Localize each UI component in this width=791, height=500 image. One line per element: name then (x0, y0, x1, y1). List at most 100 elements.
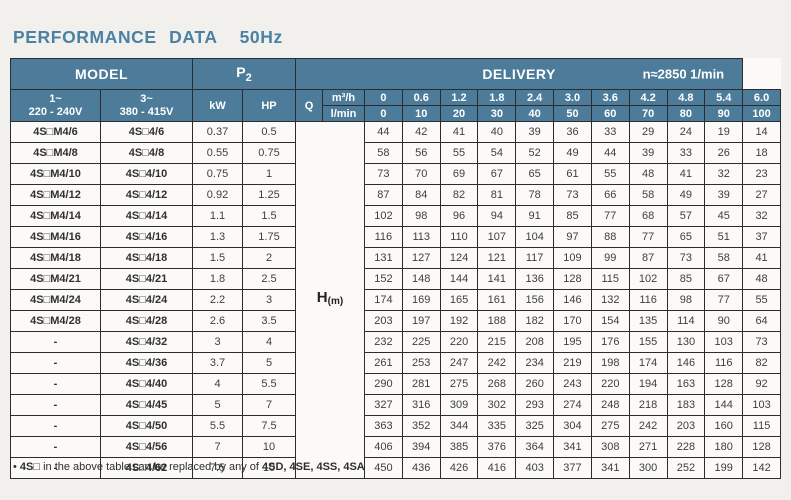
head-value-cell: 64 (742, 310, 781, 332)
head-value-cell: 218 (628, 394, 668, 416)
head-value-cell: 198 (590, 352, 630, 374)
model-3ph-cell: 4S□4/28 (100, 310, 193, 332)
hp-cell: 5 (242, 352, 296, 374)
head-value-cell: 128 (553, 268, 592, 290)
head-value-cell: 182 (515, 310, 555, 332)
model-1ph-cell: - (10, 352, 101, 374)
head-value-cell: 87 (628, 247, 668, 269)
delivery-label: DELIVERY (482, 66, 556, 82)
hp-cell: 1.75 (242, 226, 296, 248)
hp-cell: 7.5 (242, 415, 296, 437)
head-value-cell: 290 (364, 373, 403, 395)
head-value-cell: 27 (742, 184, 781, 206)
flow-value-m3h: 0 (364, 89, 403, 106)
flow-value-m3h: 4.8 (666, 89, 706, 106)
model-1ph-cell: - (10, 373, 101, 395)
head-value-cell: 131 (364, 247, 403, 269)
header-units-row-top: 1~ 220 - 240V 3~ 380 - 415V kW HP Q m³/h… (10, 89, 781, 122)
head-value-cell: 121 (477, 247, 517, 269)
kw-cell: 0.55 (192, 142, 243, 164)
head-value-cell: 84 (401, 184, 441, 206)
head-value-cell: 58 (704, 247, 744, 269)
head-value-cell: 70 (401, 163, 441, 185)
head-value-cell: 37 (742, 226, 781, 248)
hp-cell: 10 (242, 436, 296, 458)
head-value-cell: 104 (515, 226, 555, 248)
head-value-cell: 325 (515, 415, 555, 437)
model-3ph-cell: 4S□4/24 (100, 289, 193, 311)
voltage-1ph-label: 220 - 240V (28, 105, 83, 118)
flow-value-lmin: 90 (704, 105, 744, 122)
hp-cell: 4 (242, 331, 296, 353)
p2-subscript: 2 (245, 71, 252, 84)
hp-header: HP (242, 89, 296, 122)
head-value-cell: 148 (401, 268, 441, 290)
hp-cell: 7 (242, 394, 296, 416)
head-value-cell: 82 (439, 184, 479, 206)
head-value-cell: 66 (590, 184, 630, 206)
head-value-cell: 97 (553, 226, 592, 248)
head-value-cell: 450 (364, 457, 403, 479)
head-value-cell: 51 (704, 226, 744, 248)
head-value-cell: 39 (704, 184, 744, 206)
head-value-cell: 165 (439, 289, 479, 311)
head-value-cell: 174 (628, 352, 668, 374)
head-value-cell: 188 (477, 310, 517, 332)
head-value-cell: 406 (364, 436, 403, 458)
model-3ph-cell: 4S□4/56 (100, 436, 193, 458)
head-value-cell: 219 (553, 352, 592, 374)
head-value-cell: 58 (364, 142, 403, 164)
kw-cell: 5.5 (192, 415, 243, 437)
table-row: -4S□4/32 3 4 232 225 220 215 208 195 176 155 130 103… (10, 331, 781, 353)
hp-cell: 1.5 (242, 205, 296, 227)
head-value-cell: 69 (439, 163, 479, 185)
head-value-cell: 103 (704, 331, 744, 353)
kw-cell: 4 (192, 373, 243, 395)
head-value-cell: 341 (590, 457, 630, 479)
flow-value-m3h: 0.6 (401, 89, 441, 106)
head-value-cell: 385 (439, 436, 479, 458)
head-value-cell: 243 (553, 373, 592, 395)
head-value-cell: 253 (401, 352, 441, 374)
model-3ph-cell: 4S□4/8 (100, 142, 193, 164)
voltage-1ph-header: 1~ 220 - 240V (10, 89, 101, 122)
head-value-cell: 116 (704, 352, 744, 374)
model-3ph-cell: 4S□4/12 (100, 184, 193, 206)
head-value-cell: 73 (742, 331, 781, 353)
head-value-cell: 308 (590, 436, 630, 458)
flow-value-lmin: 100 (742, 105, 781, 122)
kw-cell: 1.3 (192, 226, 243, 248)
head-value-cell: 61 (553, 163, 592, 185)
kw-cell: 3.7 (192, 352, 243, 374)
head-value-cell: 260 (515, 373, 555, 395)
head-value-cell: 94 (477, 205, 517, 227)
head-value-cell: 335 (477, 415, 517, 437)
head-value-cell: 117 (515, 247, 555, 269)
flow-value-lmin: 70 (628, 105, 668, 122)
head-value-cell: 203 (666, 415, 706, 437)
head-value-cell: 55 (590, 163, 630, 185)
model-1ph-cell: 4S□M4/8 (10, 142, 101, 164)
head-meters-label: H(m) (295, 121, 365, 479)
head-value-cell: 116 (364, 226, 403, 248)
head-value-cell: 29 (628, 121, 668, 143)
head-value-cell: 364 (515, 436, 555, 458)
head-value-cell: 170 (553, 310, 592, 332)
head-value-cell: 32 (742, 205, 781, 227)
model-3ph-cell: 4S□4/32 (100, 331, 193, 353)
head-value-cell: 88 (590, 226, 630, 248)
head-value-cell: 18 (742, 142, 781, 164)
head-value-cell: 52 (515, 142, 555, 164)
kw-cell: 5 (192, 394, 243, 416)
head-value-cell: 48 (742, 268, 781, 290)
head-value-cell: 65 (666, 226, 706, 248)
table-row: -4S□4/56 7 10 406 394 385 376 364 341 308 271 228 18… (10, 436, 781, 458)
head-value-cell: 77 (590, 205, 630, 227)
head-value-cell: 115 (590, 268, 630, 290)
footnote-text: in the above table can be replaced by an… (40, 461, 263, 473)
head-value-cell: 102 (628, 268, 668, 290)
head-value-cell: 281 (401, 373, 441, 395)
model-1ph-cell: 4S□M4/6 (10, 121, 101, 143)
table-row: 4S□M4/28 4S□4/28 2.6 3.5 203 197 192 188 182 170 1… (10, 310, 781, 332)
head-value-cell: 180 (704, 436, 744, 458)
